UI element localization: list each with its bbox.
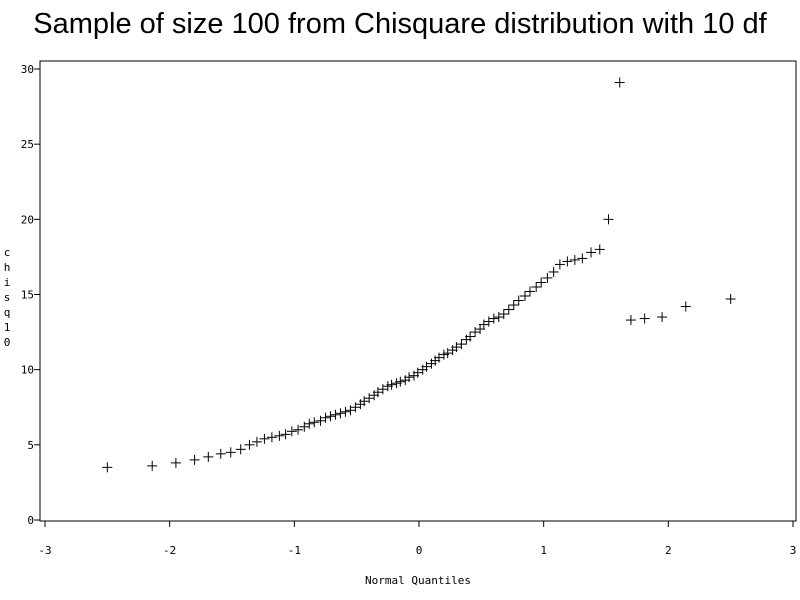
data-point bbox=[274, 430, 285, 441]
data-point bbox=[680, 301, 691, 312]
data-point bbox=[189, 454, 200, 465]
data-point bbox=[147, 460, 158, 471]
y-axis: 0 5 10 15 20 25 30 bbox=[21, 63, 40, 527]
y-axis-label-char: q bbox=[4, 306, 11, 319]
data-point bbox=[215, 448, 226, 459]
y-tick-label: 10 bbox=[21, 364, 34, 377]
data-point bbox=[251, 436, 262, 447]
x-tick-label: 3 bbox=[790, 544, 797, 557]
data-point bbox=[577, 253, 588, 264]
x-tick-label: -2 bbox=[163, 544, 176, 557]
data-point bbox=[404, 372, 415, 383]
y-tick-label: 15 bbox=[21, 289, 34, 302]
data-point bbox=[244, 439, 255, 450]
data-point bbox=[330, 409, 341, 420]
y-axis-label-char: 0 bbox=[4, 336, 11, 349]
y-tick-label: 20 bbox=[21, 213, 34, 226]
data-point bbox=[657, 312, 668, 323]
data-point bbox=[503, 304, 514, 315]
data-points bbox=[102, 77, 736, 473]
data-point bbox=[320, 412, 331, 423]
data-point bbox=[524, 286, 535, 297]
data-point bbox=[340, 406, 351, 417]
data-point bbox=[293, 424, 304, 435]
data-point bbox=[335, 408, 346, 419]
data-point bbox=[304, 418, 315, 429]
data-point bbox=[531, 281, 542, 292]
data-point bbox=[498, 309, 509, 320]
data-point bbox=[309, 417, 320, 428]
y-axis-label-char: c bbox=[4, 246, 11, 259]
y-axis-label-char: s bbox=[4, 291, 11, 304]
data-point bbox=[465, 331, 476, 342]
data-point bbox=[325, 411, 336, 422]
y-tick-label: 25 bbox=[21, 138, 34, 151]
x-axis-label: Normal Quantiles bbox=[365, 574, 471, 587]
plot-frame bbox=[39, 60, 797, 522]
x-tick-label: 2 bbox=[665, 544, 672, 557]
data-point bbox=[725, 294, 736, 305]
data-point bbox=[594, 244, 605, 255]
x-axis: -3 -2 -1 0 1 2 3 bbox=[38, 521, 796, 557]
x-tick-label: -3 bbox=[38, 544, 51, 557]
data-point bbox=[625, 315, 636, 326]
data-point bbox=[569, 254, 580, 265]
data-point bbox=[235, 444, 246, 455]
data-point bbox=[280, 429, 291, 440]
data-point bbox=[456, 339, 467, 350]
y-axis-label-char: 1 bbox=[4, 321, 11, 334]
x-tick-label: -1 bbox=[288, 544, 301, 557]
data-point bbox=[519, 291, 530, 302]
data-point bbox=[639, 313, 650, 324]
x-tick-label: 0 bbox=[416, 544, 423, 557]
data-point bbox=[554, 259, 565, 270]
data-point bbox=[386, 379, 397, 390]
data-point bbox=[548, 266, 559, 277]
chart-title: Sample of size 100 from Chisquare distri… bbox=[33, 8, 767, 40]
data-point bbox=[488, 313, 499, 324]
y-axis-label-char: h bbox=[4, 261, 11, 274]
y-axis-label-char: i bbox=[4, 276, 11, 289]
data-point bbox=[170, 457, 181, 468]
data-point bbox=[266, 432, 277, 443]
data-point bbox=[562, 256, 573, 267]
data-point bbox=[508, 300, 519, 311]
data-point bbox=[259, 433, 270, 444]
y-tick-label: 5 bbox=[27, 439, 34, 452]
data-point bbox=[542, 272, 553, 283]
data-point bbox=[203, 451, 214, 462]
data-point bbox=[286, 426, 297, 437]
y-tick-label: 30 bbox=[21, 63, 34, 76]
data-point bbox=[536, 277, 547, 288]
data-point bbox=[603, 214, 614, 225]
data-point bbox=[586, 247, 597, 258]
y-tick-label: 0 bbox=[27, 514, 34, 527]
data-point bbox=[395, 376, 406, 387]
data-point bbox=[102, 462, 113, 473]
data-point bbox=[513, 295, 524, 306]
data-point bbox=[225, 447, 236, 458]
x-tick-label: 1 bbox=[540, 544, 547, 557]
data-point bbox=[614, 77, 625, 88]
